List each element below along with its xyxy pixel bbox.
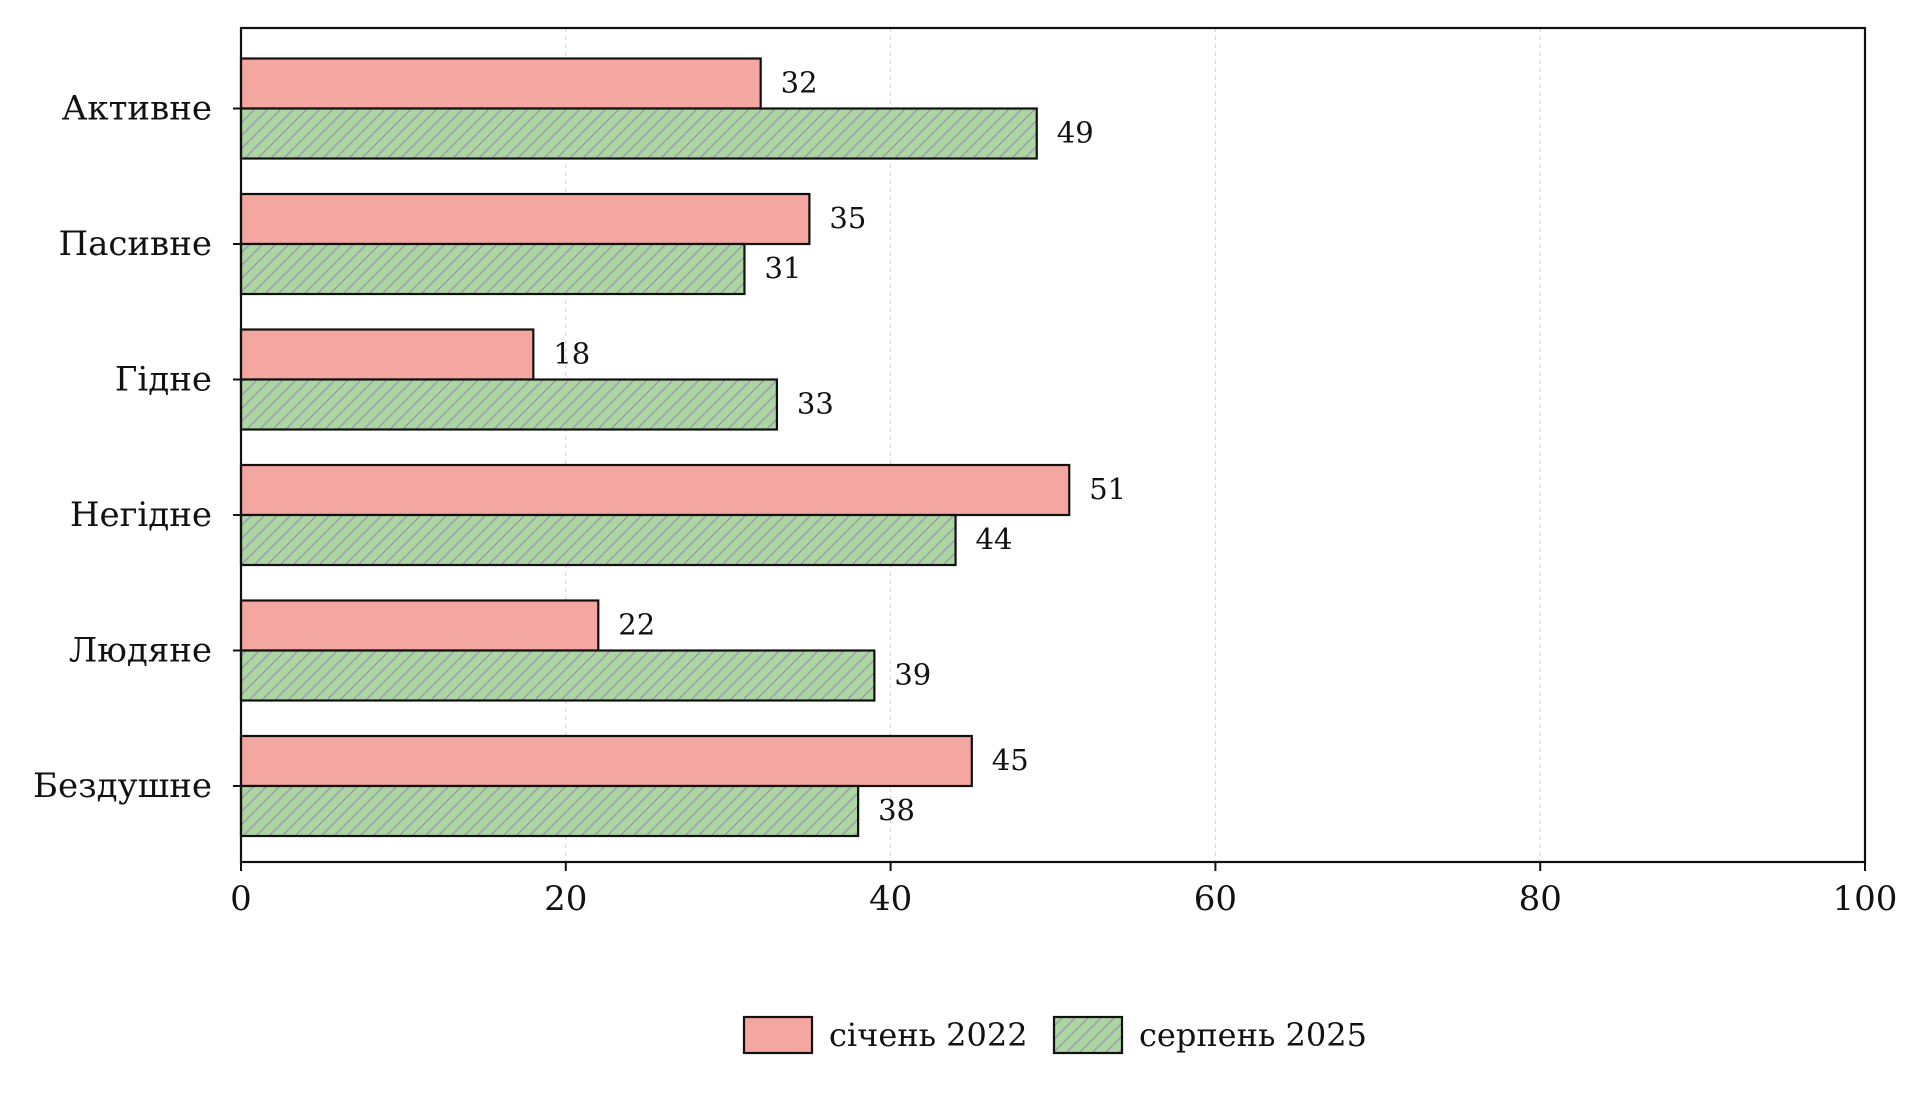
y-tick-label: Негідне [70,495,212,535]
grid-lines [565,28,1541,862]
bar [239,649,876,702]
bar-value-label: 18 [553,337,590,371]
bar [239,513,957,567]
y-tick-label: Активне [62,89,212,129]
bar-value-label: 22 [618,608,655,642]
x-tick-label: 0 [230,879,252,919]
axes: Активне Пасивне Гідне Негідне Людяне Бездушне… [33,26,1898,919]
x-tick-label: 100 [1833,879,1898,919]
bar [239,107,1038,160]
legend-label: січень 2022 [829,1016,1028,1054]
x-tick-label: 60 [1194,879,1237,919]
bar [239,599,600,652]
y-tick-label: Гідне [115,360,212,400]
y-tick-label: Пасивне [58,224,212,264]
bar-value-label: 49 [1057,116,1094,150]
bar [239,463,1071,517]
bar-value-label: 32 [781,66,818,100]
bar [239,192,811,246]
legend: січень 2022 серпень 2025 [742,1015,1367,1055]
bar [239,378,779,431]
bar [239,734,973,788]
bars [239,57,1071,838]
bar [239,784,860,838]
bar [239,242,746,296]
bar-value-label: 35 [829,201,866,235]
bar-value-label: 44 [976,522,1013,556]
y-tick-label: Бездушне [33,766,212,806]
x-tick-label: 80 [1519,879,1562,919]
bar-value-label: 31 [764,251,801,285]
plot-frame [239,26,1867,864]
legend-swatch [1052,1015,1124,1055]
bar-value-label: 45 [992,743,1029,777]
legend-label: серпень 2025 [1139,1016,1367,1054]
bar-value-label: 39 [894,658,931,692]
bar-value-label: 33 [797,387,834,421]
bar [239,328,535,381]
x-tick-label: 40 [869,879,912,919]
x-tick-label: 20 [544,879,587,919]
y-tick-label: Людяне [69,631,212,671]
bar [239,57,762,110]
data-labels: 32 49 35 31 18 33 51 44 22 39 45 38 [553,66,1126,828]
legend-swatch [742,1015,814,1055]
bar-value-label: 38 [878,793,915,827]
bar-value-label: 51 [1089,472,1126,506]
